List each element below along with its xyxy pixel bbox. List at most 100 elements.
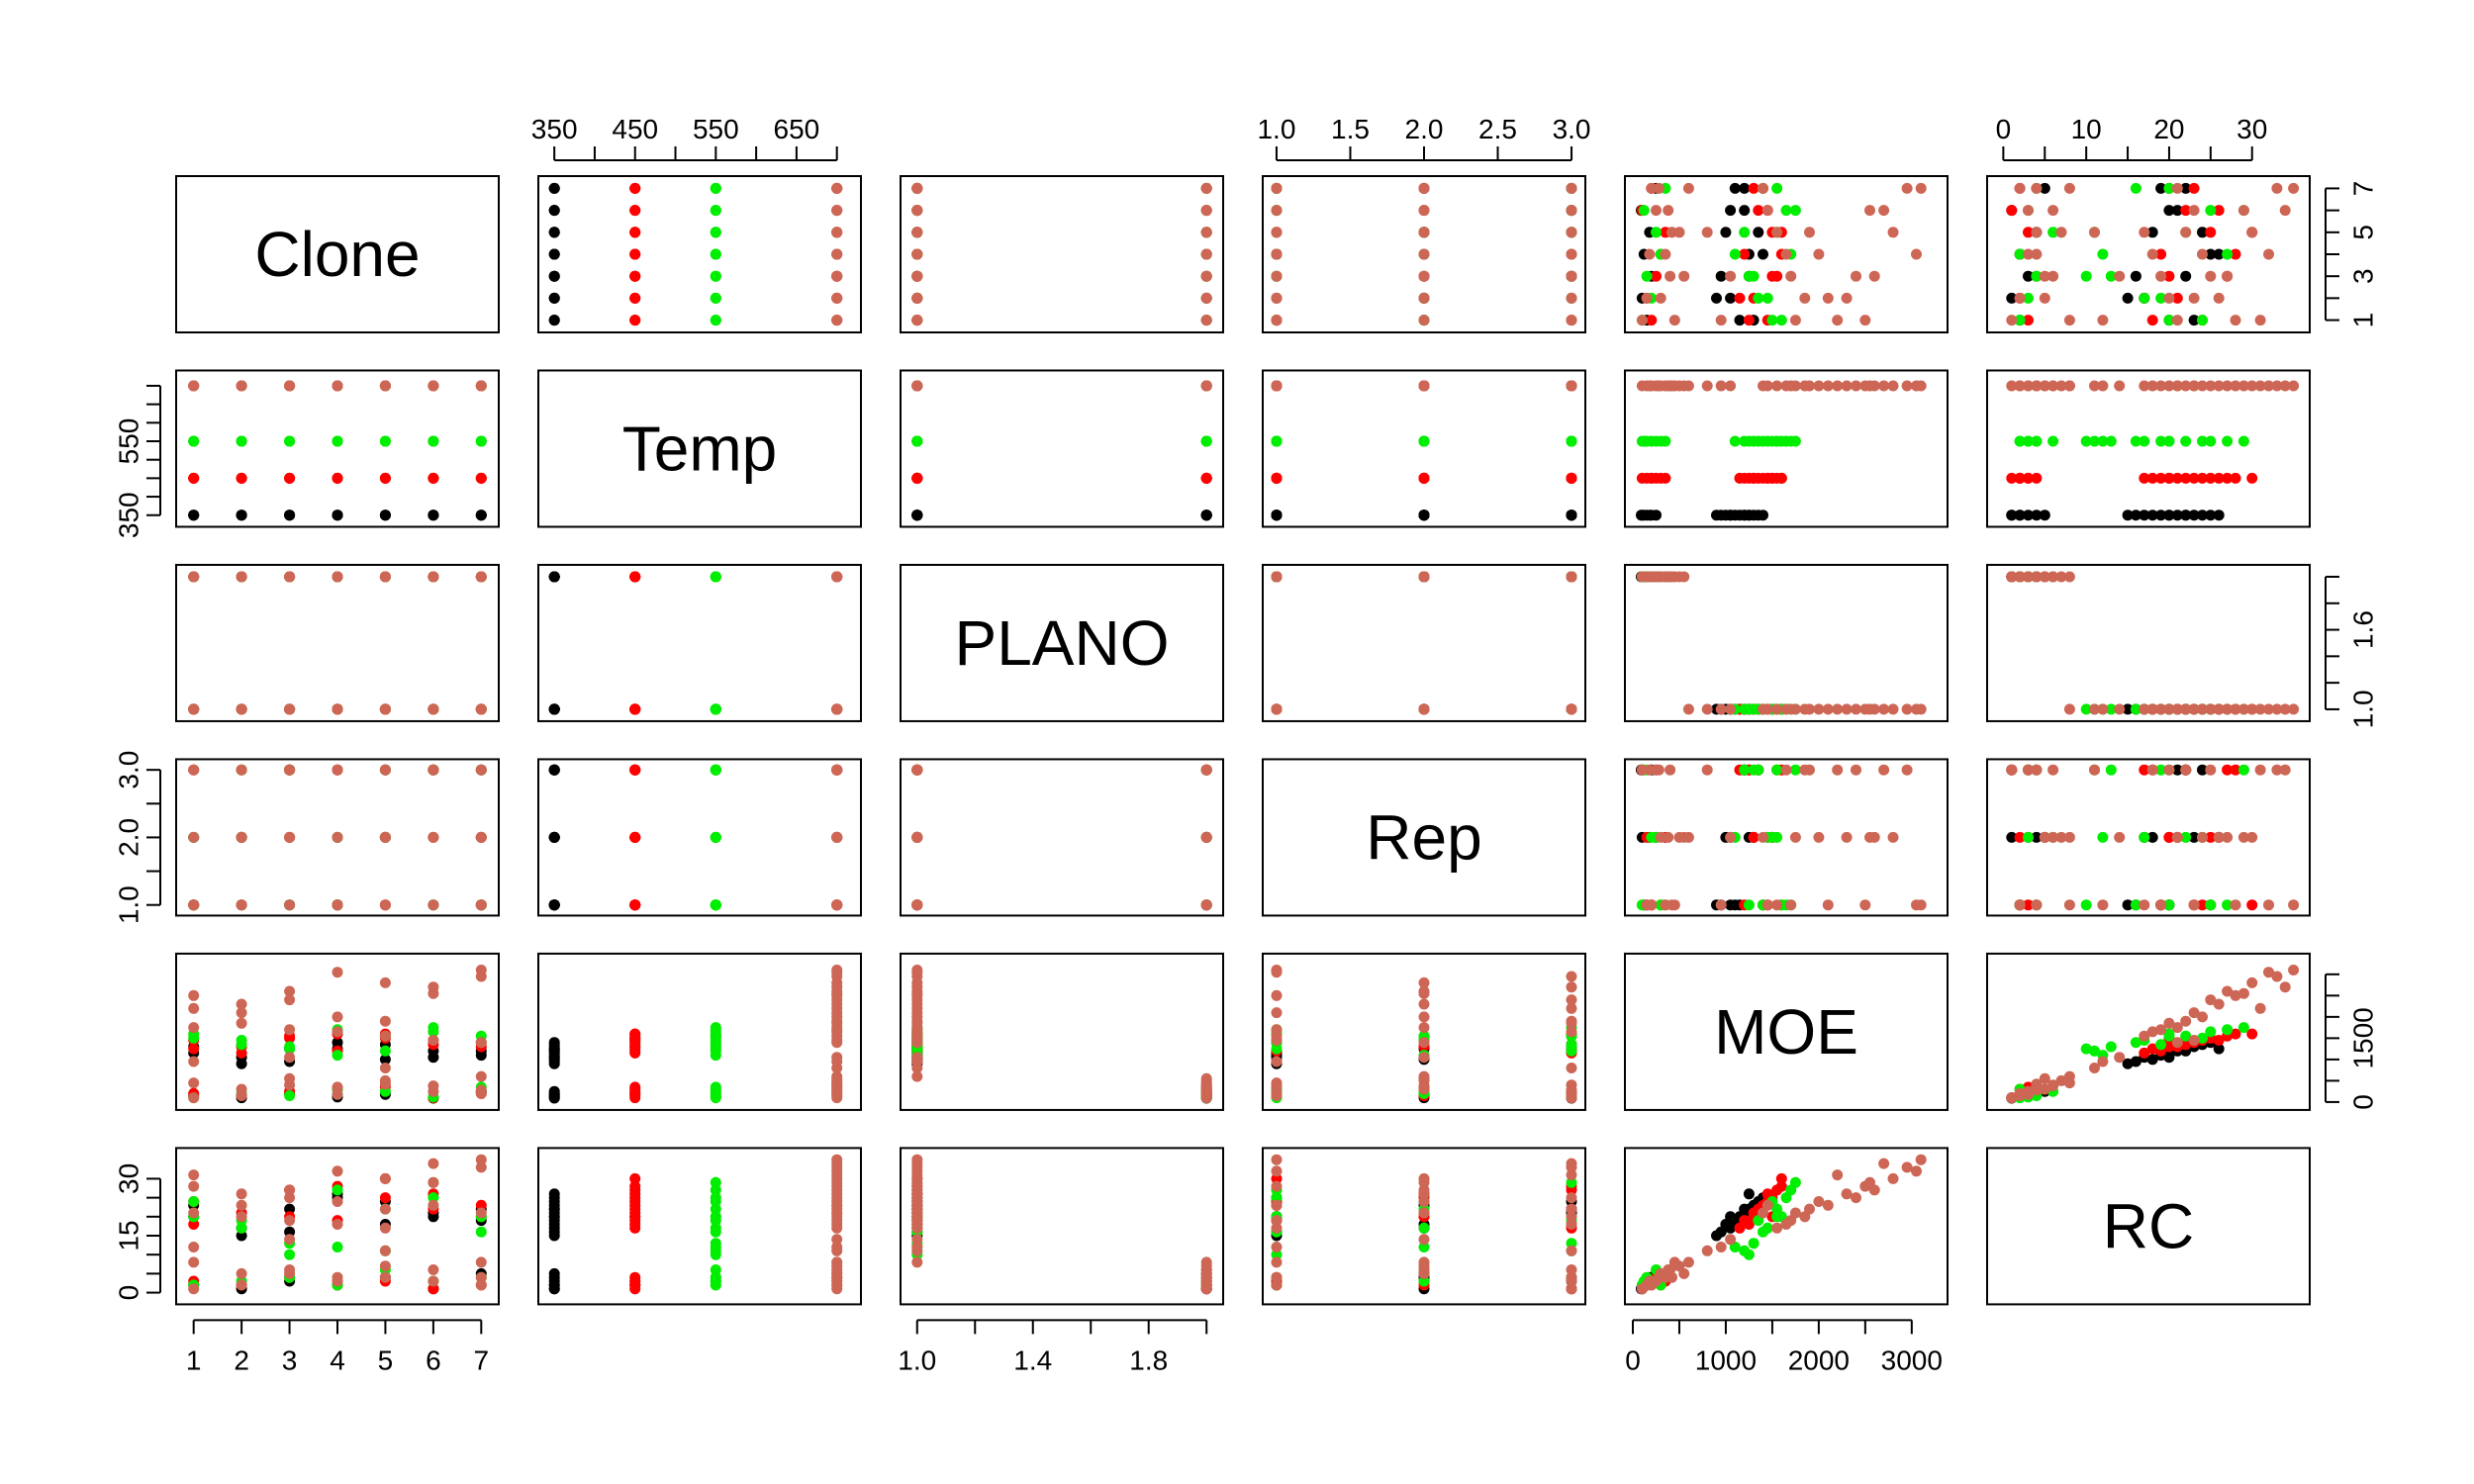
data-point xyxy=(2180,472,2192,484)
data-point xyxy=(475,435,487,447)
panel-frame xyxy=(1262,758,1586,917)
data-point xyxy=(1780,703,1792,715)
data-point xyxy=(831,248,843,260)
data-point xyxy=(428,510,439,521)
panel-frame xyxy=(900,952,1224,1111)
data-point xyxy=(1566,472,1577,484)
data-point xyxy=(284,994,296,1006)
data-point xyxy=(1739,1203,1751,1215)
data-point xyxy=(1711,1230,1722,1242)
data-point xyxy=(2023,292,2034,304)
data-point xyxy=(1864,703,1875,715)
data-point xyxy=(1789,435,1801,447)
data-point xyxy=(831,292,843,304)
data-point xyxy=(1832,1169,1844,1181)
data-point xyxy=(548,1196,560,1207)
data-point xyxy=(2180,380,2192,392)
data-point xyxy=(1739,1245,1751,1256)
data-point xyxy=(1566,1211,1577,1223)
data-point xyxy=(1566,1219,1577,1230)
data-point xyxy=(1775,472,1787,484)
data-point xyxy=(1748,472,1760,484)
data-point xyxy=(629,831,641,843)
data-point xyxy=(1566,571,1577,583)
variable-name-plano: PLANO xyxy=(955,607,1170,679)
data-point xyxy=(1901,764,1913,776)
data-point xyxy=(2213,998,2225,1010)
data-point xyxy=(2163,270,2175,282)
data-point xyxy=(1271,703,1283,715)
data-point xyxy=(188,1207,200,1219)
panel-clone-moe xyxy=(1624,175,1949,333)
data-point xyxy=(911,1037,923,1049)
tick-label: 1.0 xyxy=(2347,690,2378,728)
data-point xyxy=(1725,380,1737,392)
data-point xyxy=(236,764,247,776)
data-point xyxy=(284,1226,296,1238)
data-point xyxy=(1753,510,1764,521)
data-point xyxy=(1566,315,1577,326)
panel-moe-plano xyxy=(900,952,1224,1111)
data-point xyxy=(1851,1192,1861,1204)
bottom-axis-clone: 1 2 3 4 5 6 7 xyxy=(186,1319,489,1375)
data-point xyxy=(2047,571,2059,583)
data-point xyxy=(1799,703,1811,715)
tick-label: 2 xyxy=(234,1345,249,1375)
data-point xyxy=(2023,205,2034,217)
data-point xyxy=(428,1283,439,1295)
data-point xyxy=(831,1161,843,1173)
data-point xyxy=(428,435,439,447)
data-point xyxy=(911,1245,923,1256)
data-point xyxy=(2197,510,2208,521)
data-point xyxy=(2155,292,2167,304)
data-point xyxy=(710,315,721,326)
data-point xyxy=(831,987,843,999)
tick-label: 4 xyxy=(330,1345,345,1375)
data-point xyxy=(1725,205,1737,217)
data-point xyxy=(1200,472,1212,484)
panel-frame xyxy=(1986,758,2311,917)
data-point xyxy=(1566,1169,1577,1181)
panel-frame xyxy=(900,758,1224,917)
panel-frame xyxy=(1624,1147,1949,1306)
data-point xyxy=(2180,510,2192,521)
data-point xyxy=(2213,703,2225,715)
data-point xyxy=(2163,205,2175,217)
data-point xyxy=(1864,1176,1875,1188)
data-point xyxy=(2205,510,2217,521)
data-point xyxy=(2105,703,2117,715)
data-point xyxy=(2254,1002,2266,1014)
data-point xyxy=(2188,510,2200,521)
left-axis-rep: 1.0 2.0 3.0 xyxy=(113,751,161,924)
data-point xyxy=(2146,380,2158,392)
data-point xyxy=(428,1275,439,1287)
data-point xyxy=(2237,703,2249,715)
data-point xyxy=(629,182,641,194)
data-point xyxy=(1418,976,1430,988)
data-point xyxy=(1653,571,1665,583)
data-point xyxy=(831,1264,843,1275)
data-point xyxy=(379,1078,391,1090)
data-point xyxy=(1761,292,1773,304)
tick-label: 0 xyxy=(1996,114,2012,144)
panel-frame xyxy=(1986,563,2311,722)
data-point xyxy=(2139,472,2150,484)
data-point xyxy=(1566,981,1577,993)
data-point xyxy=(2063,380,2075,392)
data-point xyxy=(2023,1088,2034,1100)
data-point xyxy=(2139,380,2150,392)
data-point xyxy=(2006,1092,2018,1104)
data-point xyxy=(2205,831,2217,843)
data-point xyxy=(1200,899,1212,911)
data-point xyxy=(1753,435,1764,447)
data-point xyxy=(2023,899,2034,911)
panel-frame xyxy=(1262,952,1586,1111)
panel-frame xyxy=(900,563,1224,722)
data-point xyxy=(2063,1077,2075,1089)
data-point xyxy=(1766,315,1778,326)
data-point xyxy=(1418,998,1430,1010)
data-point xyxy=(1771,435,1783,447)
data-point xyxy=(2155,703,2167,715)
data-point xyxy=(475,1037,487,1049)
data-point xyxy=(236,1039,247,1051)
